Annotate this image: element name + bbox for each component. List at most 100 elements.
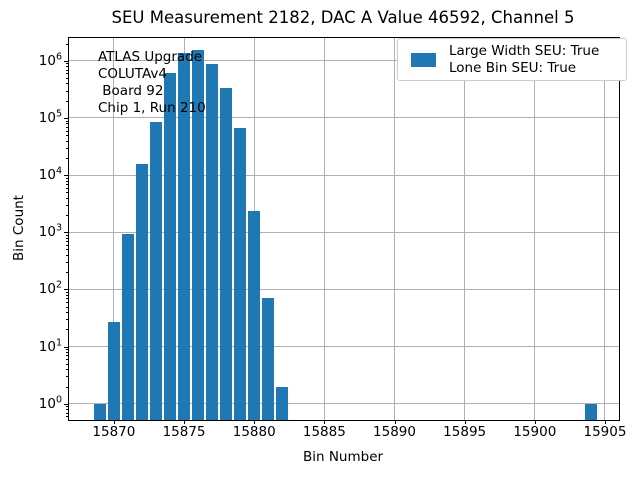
x-tick-label: 15890 bbox=[373, 424, 416, 440]
x-tick-mark bbox=[464, 420, 466, 424]
histogram-bar bbox=[178, 52, 191, 420]
x-tick-mark bbox=[534, 420, 536, 424]
y-tick-mark bbox=[64, 289, 68, 291]
x-gridline bbox=[394, 38, 395, 420]
histogram-bar bbox=[107, 321, 120, 420]
annotation-text-block: ATLAS Upgrade COLUTAv4 Board 92 Chip 1, Ru… bbox=[98, 49, 206, 117]
annotation-line: COLUTAv4 bbox=[98, 66, 168, 82]
y-minor-tick-mark bbox=[65, 412, 68, 414]
y-minor-tick-mark bbox=[65, 329, 68, 331]
x-tick-label: 15895 bbox=[443, 424, 487, 440]
y-minor-tick-mark bbox=[65, 77, 68, 79]
y-minor-tick-mark bbox=[65, 312, 68, 314]
x-tick-label: 15900 bbox=[513, 424, 557, 440]
chart-title: SEU Measurement 2182, DAC A Value 46592,… bbox=[111, 8, 575, 27]
x-gridline bbox=[113, 38, 115, 420]
y-minor-tick-mark bbox=[65, 73, 68, 75]
y-minor-tick-mark bbox=[65, 349, 68, 351]
y-tick-mark bbox=[64, 175, 68, 177]
x-tick-mark bbox=[394, 420, 396, 424]
y-minor-tick-mark bbox=[65, 140, 68, 142]
y-minor-tick-mark bbox=[65, 262, 68, 264]
x-gridline bbox=[323, 38, 325, 420]
annotation-line: Board 92 bbox=[98, 83, 164, 99]
y-tick-label: 102 bbox=[38, 279, 62, 298]
y-minor-tick-mark bbox=[65, 416, 68, 418]
histogram-bar bbox=[262, 297, 275, 420]
y-minor-tick-mark bbox=[65, 120, 68, 122]
x-tick-label: 15875 bbox=[162, 424, 206, 440]
y-minor-tick-mark bbox=[65, 363, 68, 365]
y-minor-tick-mark bbox=[65, 369, 68, 371]
y-minor-tick-mark bbox=[65, 183, 68, 185]
y-minor-tick-mark bbox=[65, 43, 68, 45]
histogram-bar bbox=[276, 386, 289, 420]
y-minor-tick-mark bbox=[65, 204, 68, 206]
y-minor-tick-mark bbox=[65, 126, 68, 128]
y-gridline bbox=[69, 403, 619, 405]
y-minor-tick-mark bbox=[65, 197, 68, 199]
y-minor-tick-mark bbox=[65, 272, 68, 274]
histogram-bar bbox=[135, 163, 148, 420]
y-tick-label: 106 bbox=[38, 51, 62, 69]
plot-area: ATLAS Upgrade COLUTAv4 Board 92 Chip 1, Ru… bbox=[68, 37, 620, 421]
y-minor-tick-mark bbox=[65, 234, 68, 236]
y-minor-tick-mark bbox=[65, 352, 68, 354]
y-minor-tick-mark bbox=[65, 386, 68, 388]
y-minor-tick-mark bbox=[65, 123, 68, 125]
y-tick-mark bbox=[64, 117, 68, 119]
x-tick-label: 15880 bbox=[232, 424, 276, 440]
y-minor-tick-mark bbox=[65, 147, 68, 149]
legend: Large Width SEU: True Lone Bin SEU: True bbox=[397, 38, 627, 81]
y-tick-label: 101 bbox=[38, 337, 62, 355]
histogram-bar bbox=[121, 234, 134, 420]
histogram-bar bbox=[149, 122, 163, 420]
y-minor-tick-mark bbox=[65, 302, 68, 304]
y-minor-tick-mark bbox=[65, 66, 68, 68]
y-minor-tick-mark bbox=[65, 135, 68, 137]
x-tick-mark bbox=[184, 420, 186, 424]
y-tick-mark bbox=[64, 403, 68, 405]
y-minor-tick-mark bbox=[65, 298, 68, 300]
histogram-bar bbox=[206, 63, 219, 420]
histogram-bar bbox=[584, 403, 597, 420]
x-tick-label: 15870 bbox=[92, 424, 136, 440]
histogram-bar bbox=[192, 49, 205, 420]
y-minor-tick-mark bbox=[65, 69, 68, 71]
y-minor-tick-mark bbox=[65, 359, 68, 361]
y-minor-tick-mark bbox=[65, 355, 68, 357]
y-minor-tick-mark bbox=[65, 192, 68, 194]
legend-line-lone-bin: Lone Bin SEU: True bbox=[449, 59, 577, 76]
y-minor-tick-mark bbox=[65, 187, 68, 189]
y-minor-tick-mark bbox=[65, 294, 68, 296]
annotation-line: Chip 1, Run 210 bbox=[98, 100, 206, 116]
y-minor-tick-mark bbox=[65, 100, 68, 102]
x-tick-mark bbox=[254, 420, 256, 424]
y-tick-label: 103 bbox=[38, 222, 62, 241]
histogram-bar bbox=[220, 88, 233, 420]
x-tick-label: 15905 bbox=[583, 424, 627, 440]
x-tick-mark bbox=[604, 420, 606, 424]
y-minor-tick-mark bbox=[65, 406, 68, 408]
legend-swatch bbox=[411, 52, 436, 67]
y-gridline bbox=[69, 60, 619, 62]
y-minor-tick-mark bbox=[65, 63, 68, 65]
y-minor-tick-mark bbox=[65, 90, 68, 92]
x-axis-label: Bin Number bbox=[302, 449, 384, 465]
annotation-line: ATLAS Upgrade bbox=[98, 49, 203, 65]
histogram-bar bbox=[93, 403, 106, 420]
y-tick-mark bbox=[64, 346, 68, 348]
x-gridline bbox=[604, 38, 606, 420]
y-tick-label: 100 bbox=[38, 394, 62, 412]
x-tick-mark bbox=[324, 420, 326, 424]
y-minor-tick-mark bbox=[65, 83, 68, 85]
y-gridline bbox=[69, 346, 619, 348]
y-gridline bbox=[69, 117, 619, 119]
y-minor-tick-mark bbox=[65, 249, 68, 251]
y-minor-tick-mark bbox=[65, 215, 68, 217]
y-minor-tick-mark bbox=[65, 244, 68, 246]
y-minor-tick-mark bbox=[65, 177, 68, 179]
y-minor-tick-mark bbox=[65, 180, 68, 182]
y-minor-tick-mark bbox=[65, 292, 68, 294]
